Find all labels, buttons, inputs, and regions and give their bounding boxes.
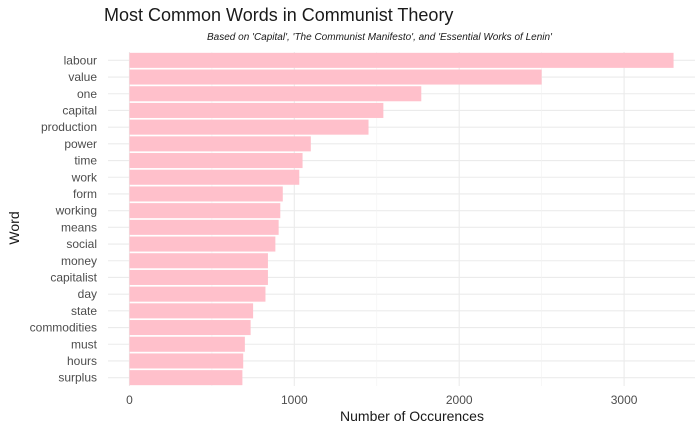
y-tick-label: day [78, 287, 97, 301]
y-tick-label: value [68, 70, 97, 84]
bar-production [129, 119, 369, 135]
bar-labour [129, 52, 674, 68]
y-tick-label: commodities [30, 321, 97, 335]
y-tick-label: hours [67, 354, 97, 368]
y-tick-label: working [55, 204, 97, 218]
bar-working [129, 203, 281, 219]
bar-social [129, 236, 276, 252]
bar-hours [129, 353, 244, 369]
bar-capitalist [129, 269, 268, 285]
x-tick-label: 1000 [281, 393, 308, 407]
y-tick-label: power [64, 137, 97, 151]
bar-time [129, 153, 303, 169]
x-tick-label: 0 [126, 393, 133, 407]
bars [129, 52, 674, 386]
x-tick-label: 2000 [446, 393, 473, 407]
y-tick-label: state [71, 304, 97, 318]
bar-state [129, 303, 254, 319]
bar-power [129, 136, 311, 152]
y-tick-label: time [74, 154, 97, 168]
x-axis-title: Number of Occurences [340, 408, 484, 424]
y-tick-label: labour [64, 53, 97, 67]
x-tick-labels: 0 1000 2000 3000 [126, 393, 638, 407]
bar-must [129, 336, 245, 352]
chart-title: Most Common Words in Communist Theory [104, 5, 454, 25]
bar-commodities [129, 320, 251, 336]
bar-means [129, 219, 279, 235]
bar-value [129, 69, 542, 85]
y-tick-label: money [61, 254, 97, 268]
y-tick-label: production [41, 120, 97, 134]
bar-work [129, 169, 300, 185]
bar-one [129, 86, 422, 102]
y-tick-label: social [66, 237, 97, 251]
bar-capital [129, 102, 384, 118]
bar-form [129, 186, 283, 202]
y-tick-label: form [73, 187, 97, 201]
y-tick-label: must [71, 337, 98, 351]
bar-day [129, 286, 266, 302]
y-tick-label: means [61, 220, 97, 234]
y-tick-label: work [71, 170, 98, 184]
chart-subtitle: Based on 'Capital', 'The Communist Manif… [207, 32, 552, 43]
grid-lines [108, 52, 695, 386]
bar-surplus [129, 370, 243, 386]
bar-money [129, 253, 268, 269]
x-tick-label: 3000 [611, 393, 638, 407]
y-tick-label: surplus [58, 371, 97, 385]
y-tick-label: capital [62, 103, 97, 117]
y-tick-label: one [77, 87, 97, 101]
y-tick-labels: labour value one capital production power time… [30, 53, 98, 384]
y-axis-title: Word [6, 211, 22, 244]
y-tick-label: capitalist [50, 270, 97, 284]
